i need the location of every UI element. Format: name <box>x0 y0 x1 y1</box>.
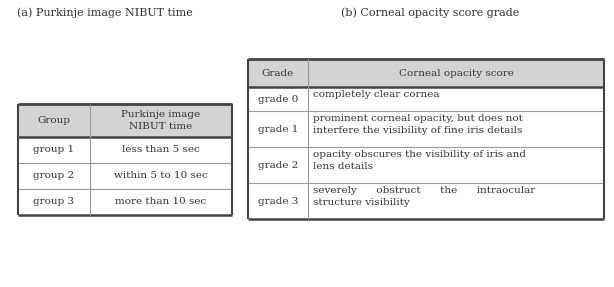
Text: severely      obstruct      the      intraocular
structure visibility: severely obstruct the intraocular struct… <box>313 186 535 207</box>
Text: group 1: group 1 <box>33 146 74 154</box>
Text: grade 0: grade 0 <box>258 94 298 104</box>
Text: Grade: Grade <box>262 69 294 77</box>
Text: less than 5 sec: less than 5 sec <box>122 146 200 154</box>
Text: opacity obscures the visibility of iris and
lens details: opacity obscures the visibility of iris … <box>313 150 526 171</box>
Text: within 5 to 10 sec: within 5 to 10 sec <box>114 172 208 181</box>
Text: completely clear cornea: completely clear cornea <box>313 90 440 99</box>
Text: grade 1: grade 1 <box>258 125 298 133</box>
Text: (a) Purkinje image NIBUT time: (a) Purkinje image NIBUT time <box>17 7 193 18</box>
Text: group 3: group 3 <box>33 197 74 207</box>
Text: (b) Corneal opacity score grade: (b) Corneal opacity score grade <box>341 7 519 18</box>
Text: grade 2: grade 2 <box>258 160 298 170</box>
Text: Group: Group <box>37 116 71 125</box>
Text: group 2: group 2 <box>33 172 74 181</box>
Text: grade 3: grade 3 <box>258 197 298 205</box>
Text: more than 10 sec: more than 10 sec <box>115 197 207 207</box>
Text: Corneal opacity score: Corneal opacity score <box>398 69 513 77</box>
Text: prominent corneal opacity, but does not
interfere the visibility of fine iris de: prominent corneal opacity, but does not … <box>313 114 523 135</box>
Text: Purkinje image
NIBUT time: Purkinje image NIBUT time <box>122 110 201 131</box>
